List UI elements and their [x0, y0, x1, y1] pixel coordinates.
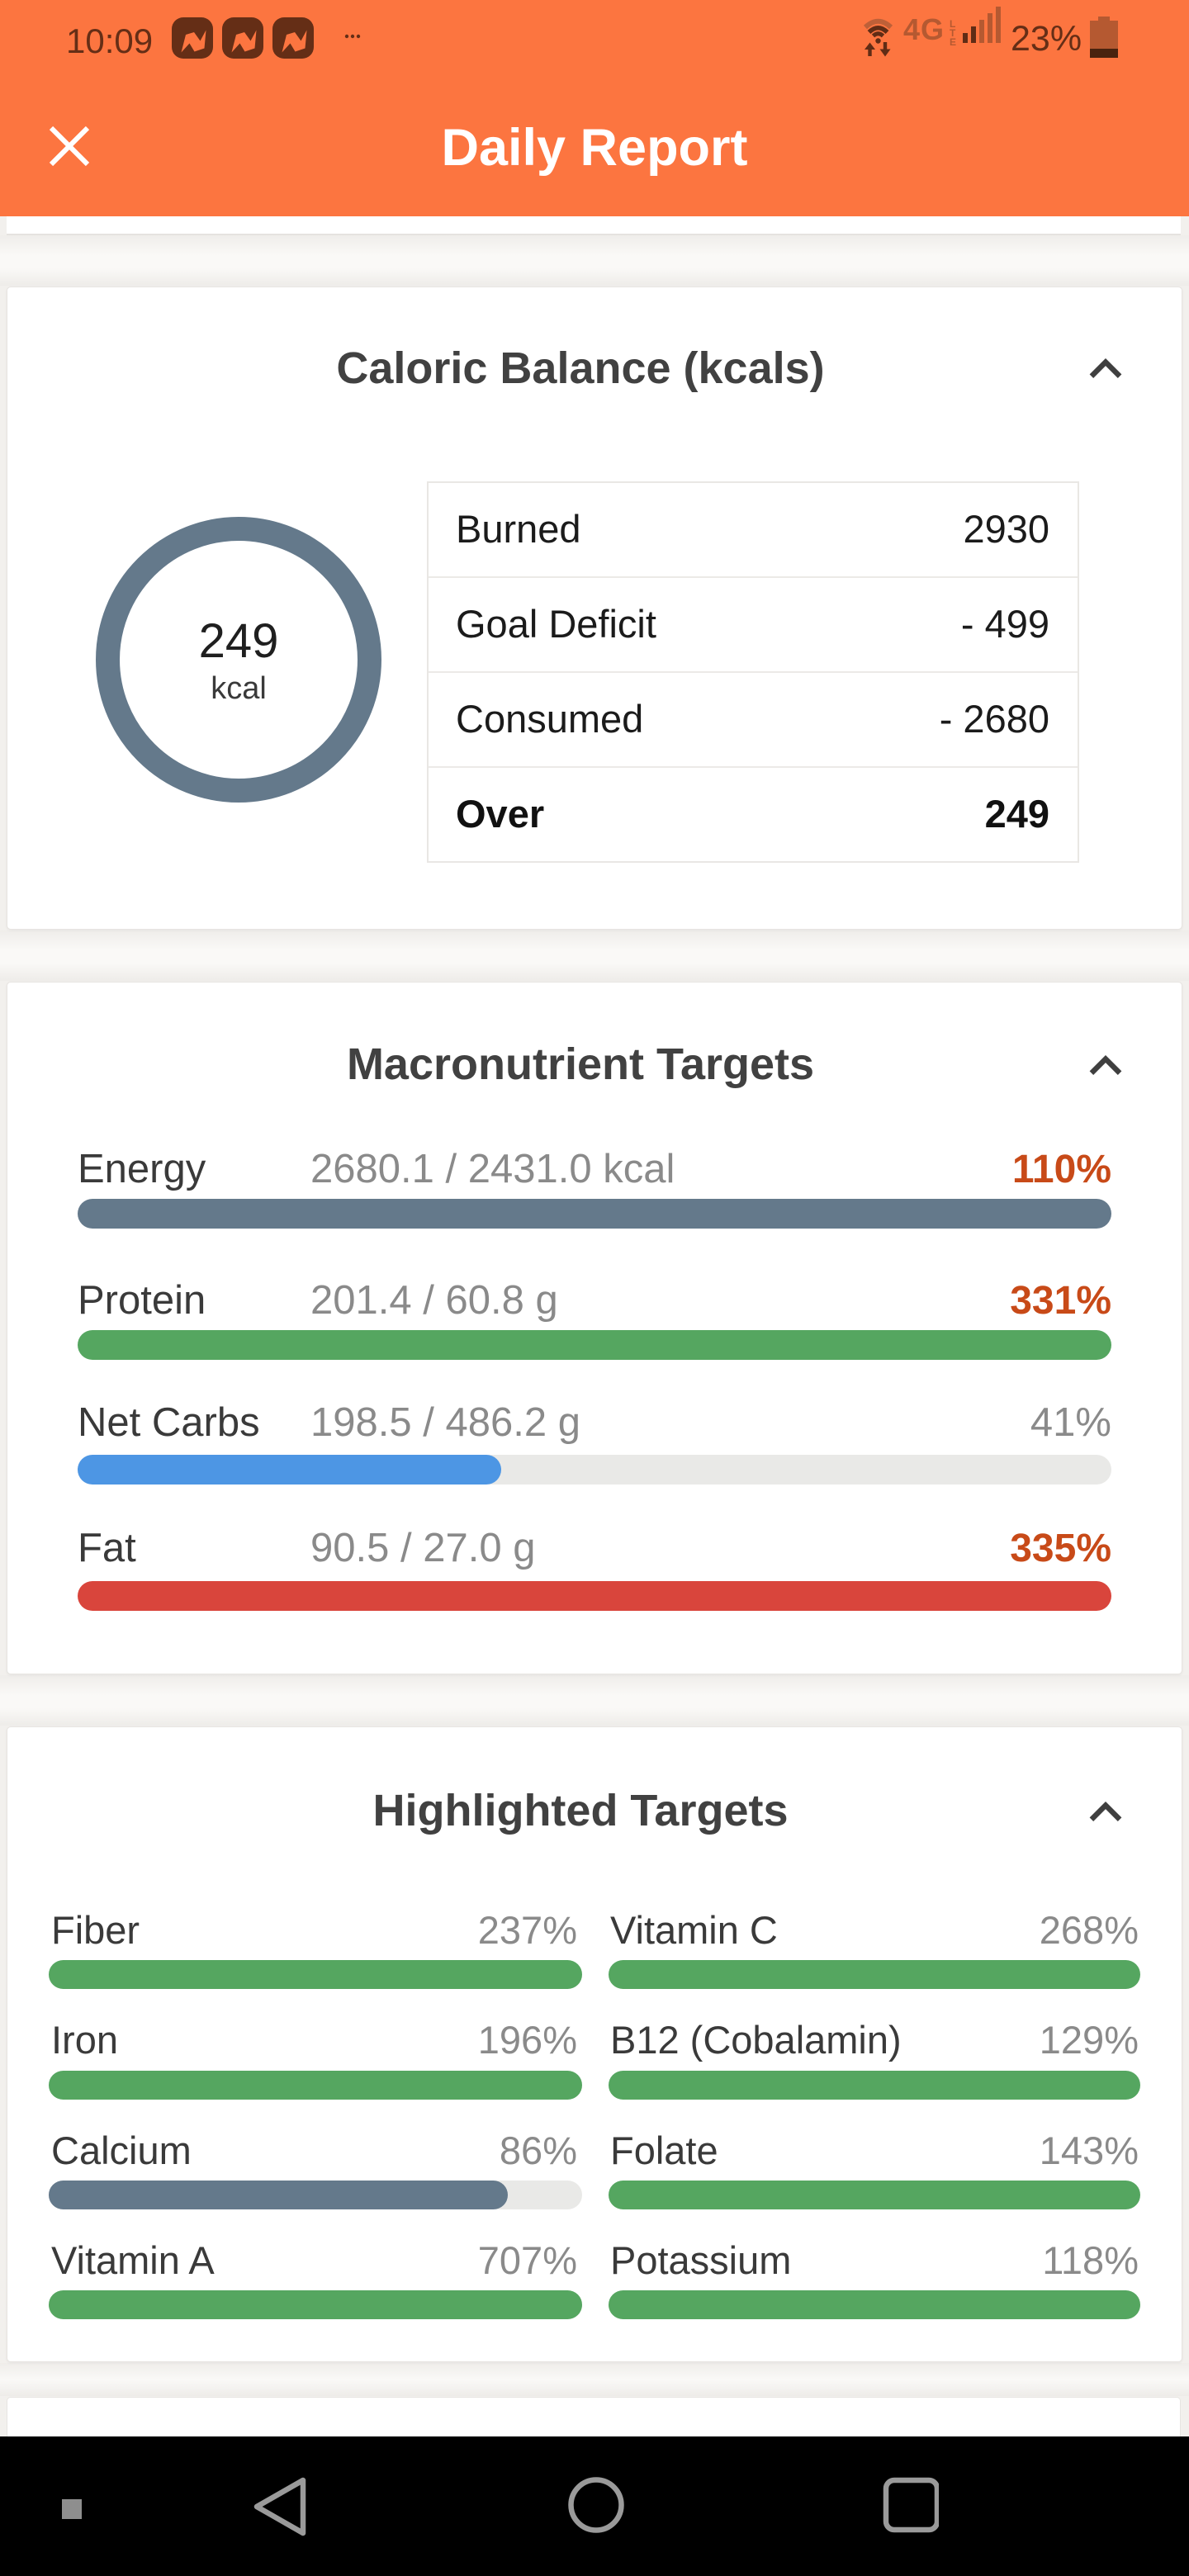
svg-text:L: L — [950, 18, 955, 30]
svg-text:E: E — [950, 36, 956, 48]
svg-text:4G: 4G — [903, 12, 945, 46]
svg-text:T: T — [950, 27, 956, 39]
